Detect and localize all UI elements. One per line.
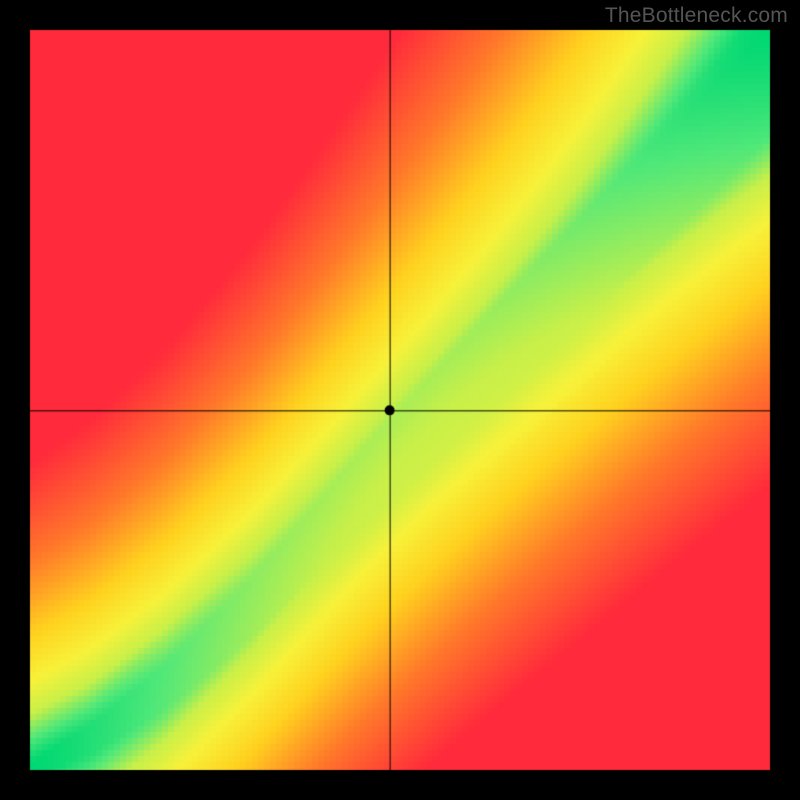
chart-frame: TheBottleneck.com [0, 0, 800, 800]
watermark-text: TheBottleneck.com [605, 4, 788, 28]
bottleneck-heatmap-canvas [0, 0, 800, 800]
